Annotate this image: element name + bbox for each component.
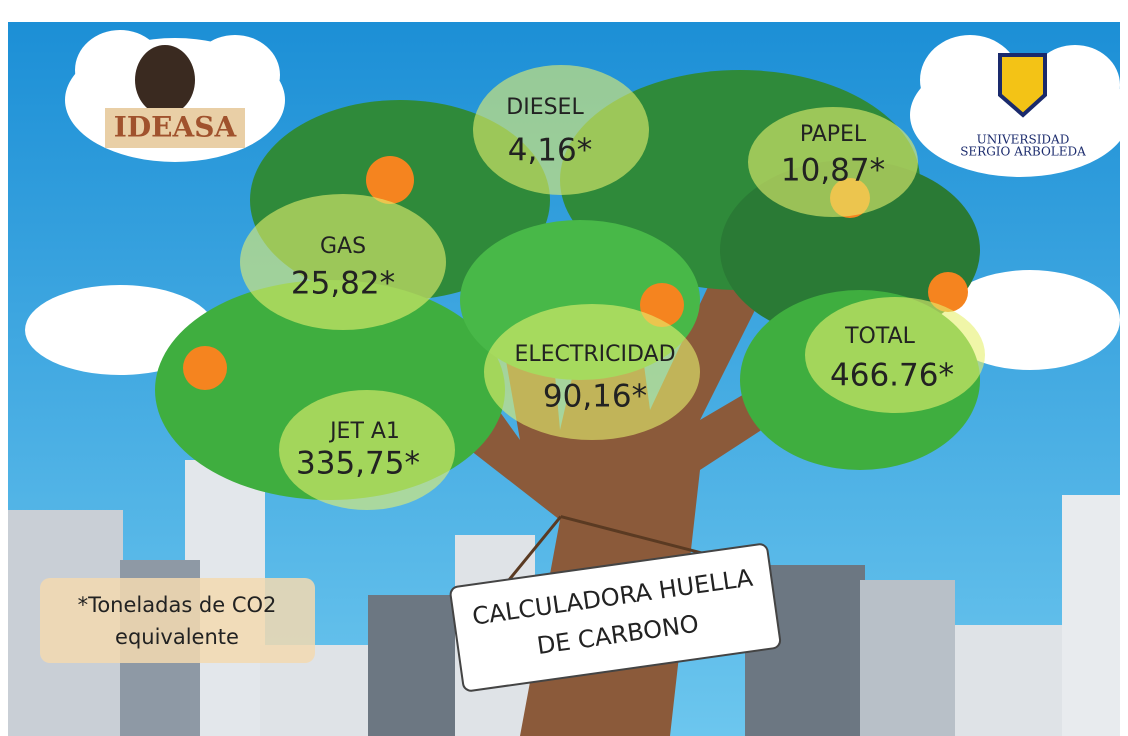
bubble-value: 10,87* bbox=[781, 153, 885, 189]
bubble-value: 90,16* bbox=[543, 379, 647, 415]
bubble-label: ELECTRICIDAD bbox=[514, 342, 675, 367]
footnote-text: *Toneladas de CO2 bbox=[78, 593, 277, 617]
footnote: *Toneladas de CO2 equivalente bbox=[40, 578, 315, 663]
bubble-label: JET A1 bbox=[328, 419, 400, 444]
footnote-box bbox=[40, 578, 315, 663]
bear-icon bbox=[135, 45, 195, 115]
bubble-value: 25,82* bbox=[291, 266, 395, 302]
logo-text: SERGIO ARBOLEDA bbox=[960, 145, 1086, 159]
bubble-value: 335,75* bbox=[296, 446, 420, 482]
bubble-value: 4,16* bbox=[508, 133, 593, 169]
bubble-label: PAPEL bbox=[800, 122, 867, 147]
bubble-label: TOTAL bbox=[844, 324, 916, 349]
bubble-label: DIESEL bbox=[506, 95, 584, 120]
bubble-label: GAS bbox=[320, 234, 366, 259]
logo-text: IDEASA bbox=[114, 111, 238, 144]
infographic: DIESEL 4,16* PAPEL 10,87* GAS 25,82* ELE… bbox=[0, 0, 1128, 736]
bubble-value: 466.76* bbox=[830, 358, 954, 394]
footnote-text: equivalente bbox=[115, 625, 239, 649]
